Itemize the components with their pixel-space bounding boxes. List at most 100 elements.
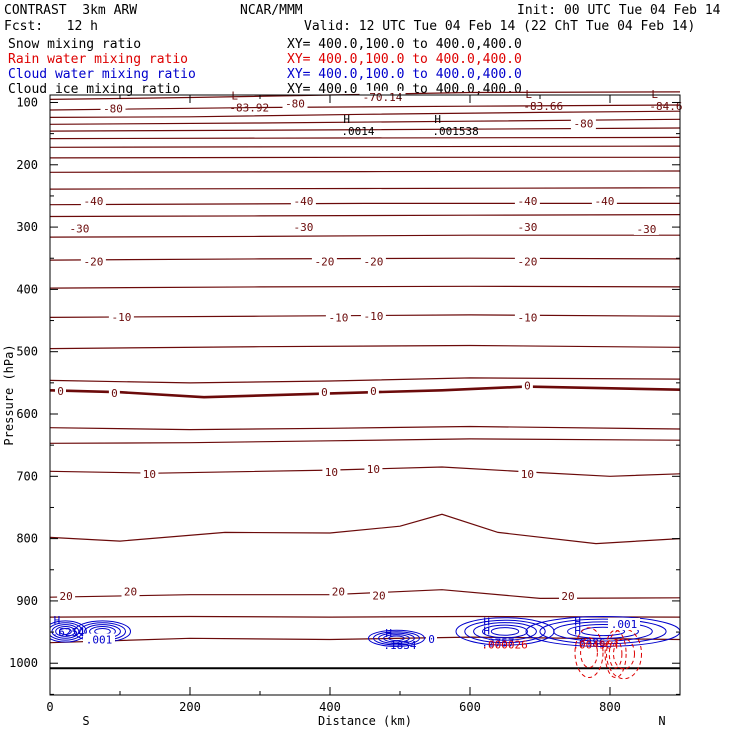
temperature-contour-label: -30 bbox=[293, 221, 313, 234]
extremum-value: -83.66 bbox=[523, 100, 563, 113]
legend-cloud-ice-label: Cloud ice mixing ratio bbox=[8, 82, 181, 97]
rain-contour bbox=[613, 638, 635, 670]
isotherm-line bbox=[50, 589, 680, 600]
extremum-value: .004964 bbox=[572, 639, 619, 652]
temperature-contour-label: 10 bbox=[521, 468, 534, 481]
temperature-contour-label: -30 bbox=[517, 221, 537, 234]
extremum-value: .001538 bbox=[432, 125, 478, 138]
cloud-water-contour bbox=[539, 618, 667, 645]
extremum-mark: H bbox=[574, 615, 581, 628]
contour-label-bg bbox=[514, 194, 540, 207]
contour-label-bg bbox=[521, 379, 533, 392]
isotherm-line bbox=[50, 285, 680, 289]
cloud-water-contour bbox=[50, 620, 87, 643]
cloud-water-contour bbox=[51, 624, 80, 639]
contour-label-bg bbox=[282, 97, 308, 110]
extremum-value: .1834 bbox=[383, 639, 416, 652]
x-tick-label: 800 bbox=[599, 700, 621, 714]
contour-label-bg bbox=[55, 384, 66, 397]
temperature-contour-label: 0 bbox=[524, 379, 531, 392]
isotherm-line bbox=[50, 344, 680, 350]
temperature-contour-label: -30 bbox=[69, 222, 89, 235]
contour-label-bg bbox=[108, 386, 120, 399]
extremum-value: .2757 bbox=[481, 637, 514, 650]
extremum-mark: H bbox=[54, 614, 61, 627]
temperature-contour-label: 10 bbox=[325, 466, 338, 479]
isotherm-line bbox=[50, 615, 680, 618]
contour-label-bg bbox=[100, 102, 126, 115]
legend-cloud-water-label: Cloud water mixing ratio bbox=[8, 67, 196, 82]
cloud-water-contour bbox=[378, 632, 415, 645]
rain-contour bbox=[604, 629, 627, 679]
cloud-water-contour bbox=[490, 627, 520, 636]
cloud-water-contour-label: .001 bbox=[611, 618, 638, 631]
cloud-water-contour bbox=[473, 622, 537, 641]
rain-contour bbox=[580, 637, 598, 669]
y-tick-label: 100 bbox=[16, 95, 38, 109]
extremum-mark: H bbox=[385, 627, 392, 640]
cloud-water-contour bbox=[567, 624, 639, 639]
isotherm-line bbox=[50, 127, 680, 132]
y-tick-label: 500 bbox=[16, 345, 38, 359]
contour-label-bg bbox=[514, 221, 540, 234]
y-tick-label: 400 bbox=[16, 282, 38, 296]
temperature-contour-label: -20 bbox=[517, 255, 537, 268]
contour-label-bg bbox=[329, 585, 348, 598]
contour-label-bg bbox=[57, 589, 76, 602]
contour-label-bg bbox=[570, 117, 596, 130]
x-end-label-north: N bbox=[658, 714, 665, 728]
temperature-contour-label: 10 bbox=[143, 468, 156, 481]
x-tick-label: 200 bbox=[179, 700, 201, 714]
extremum-value: .000026 bbox=[481, 639, 527, 652]
y-tick-label: 200 bbox=[16, 158, 38, 172]
x-end-label-south: S bbox=[82, 714, 89, 728]
contour-label-bg bbox=[359, 90, 406, 103]
contour-label-bg bbox=[514, 255, 540, 268]
plot-frame bbox=[49, 94, 681, 696]
temperature-contour-label: -80 bbox=[285, 98, 305, 111]
isotherm-line bbox=[50, 156, 680, 159]
y-axis-label: Pressure (hPa) bbox=[2, 344, 16, 445]
extremum-value: .0014 bbox=[341, 125, 374, 138]
legend-snow-xy: XY= 400.0,100.0 to 400.0,400.0 bbox=[287, 37, 522, 52]
extremum-value: .6254 bbox=[52, 626, 85, 639]
contour-label-bg bbox=[559, 589, 577, 602]
cloud-water-contour bbox=[373, 631, 420, 646]
cloud-water-contour bbox=[368, 629, 425, 647]
contour-label-bg bbox=[311, 255, 337, 268]
isotherm-line bbox=[50, 170, 680, 173]
temperature-contour-label: -30 bbox=[636, 223, 656, 236]
temperature-contour-label: -40 bbox=[83, 195, 103, 208]
contour-label-bg bbox=[290, 194, 316, 207]
contour-label-bg bbox=[360, 255, 386, 268]
contour-label-bg bbox=[518, 467, 537, 480]
temperature-contour-label: -40 bbox=[517, 195, 537, 208]
legend-cloud-water-xy: XY= 400.0,100.0 to 400.0,400.0 bbox=[287, 67, 522, 82]
x-tick-label: 0 bbox=[46, 700, 53, 714]
extremum-value: -83.92 bbox=[229, 101, 269, 114]
temperature-contour-label: -80 bbox=[573, 118, 593, 131]
isotherm-line bbox=[50, 377, 680, 384]
extremum-mark: H bbox=[483, 625, 490, 638]
legend-rain-label: Rain water mixing ratio bbox=[8, 52, 189, 67]
y-tick-label: 700 bbox=[16, 469, 38, 483]
isotherm-line bbox=[50, 513, 680, 545]
cloud-water-contour bbox=[464, 619, 546, 644]
isotherm-line bbox=[50, 110, 680, 118]
temperature-contour-label: -80 bbox=[103, 103, 123, 116]
cloud-water-contour bbox=[525, 615, 680, 647]
cloud-water-contour-label: .001 bbox=[86, 634, 113, 647]
contour-label-bg bbox=[83, 633, 115, 646]
rain-contour bbox=[606, 628, 642, 680]
contour-label-bg bbox=[108, 310, 134, 323]
contour-label-bg bbox=[633, 222, 659, 235]
center-label: NCAR/MMM bbox=[240, 3, 303, 18]
contour-label-bg bbox=[608, 617, 640, 630]
extremum-mark: L bbox=[231, 89, 238, 102]
contour-label-bg bbox=[364, 462, 383, 475]
cloud-water-contour bbox=[482, 624, 528, 639]
extremum-mark: H bbox=[434, 113, 441, 126]
isotherm-line bbox=[50, 104, 680, 111]
temperature-contour-label: 0 bbox=[370, 385, 377, 398]
